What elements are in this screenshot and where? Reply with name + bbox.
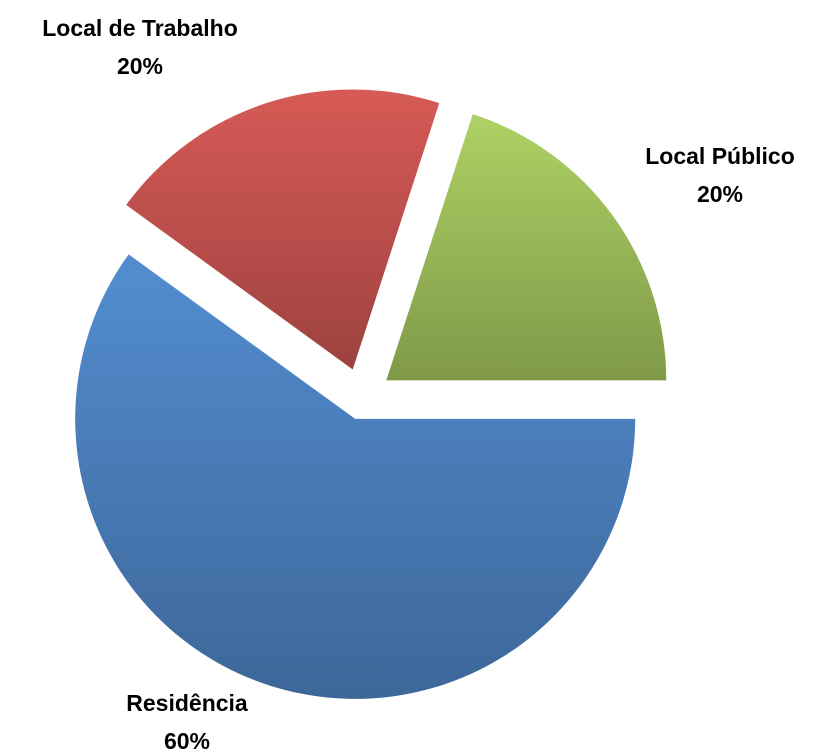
pie-slice — [126, 89, 440, 370]
slice-value-label: 20% — [117, 53, 163, 79]
slice-label: Residência — [126, 690, 248, 716]
pie-slice — [386, 114, 667, 381]
pie-slice — [75, 254, 636, 699]
slice-value-label: 60% — [164, 728, 210, 753]
slice-label: Local de Trabalho — [42, 15, 238, 41]
slice-value-label: 20% — [697, 181, 743, 207]
slice-label: Local Público — [645, 143, 795, 169]
